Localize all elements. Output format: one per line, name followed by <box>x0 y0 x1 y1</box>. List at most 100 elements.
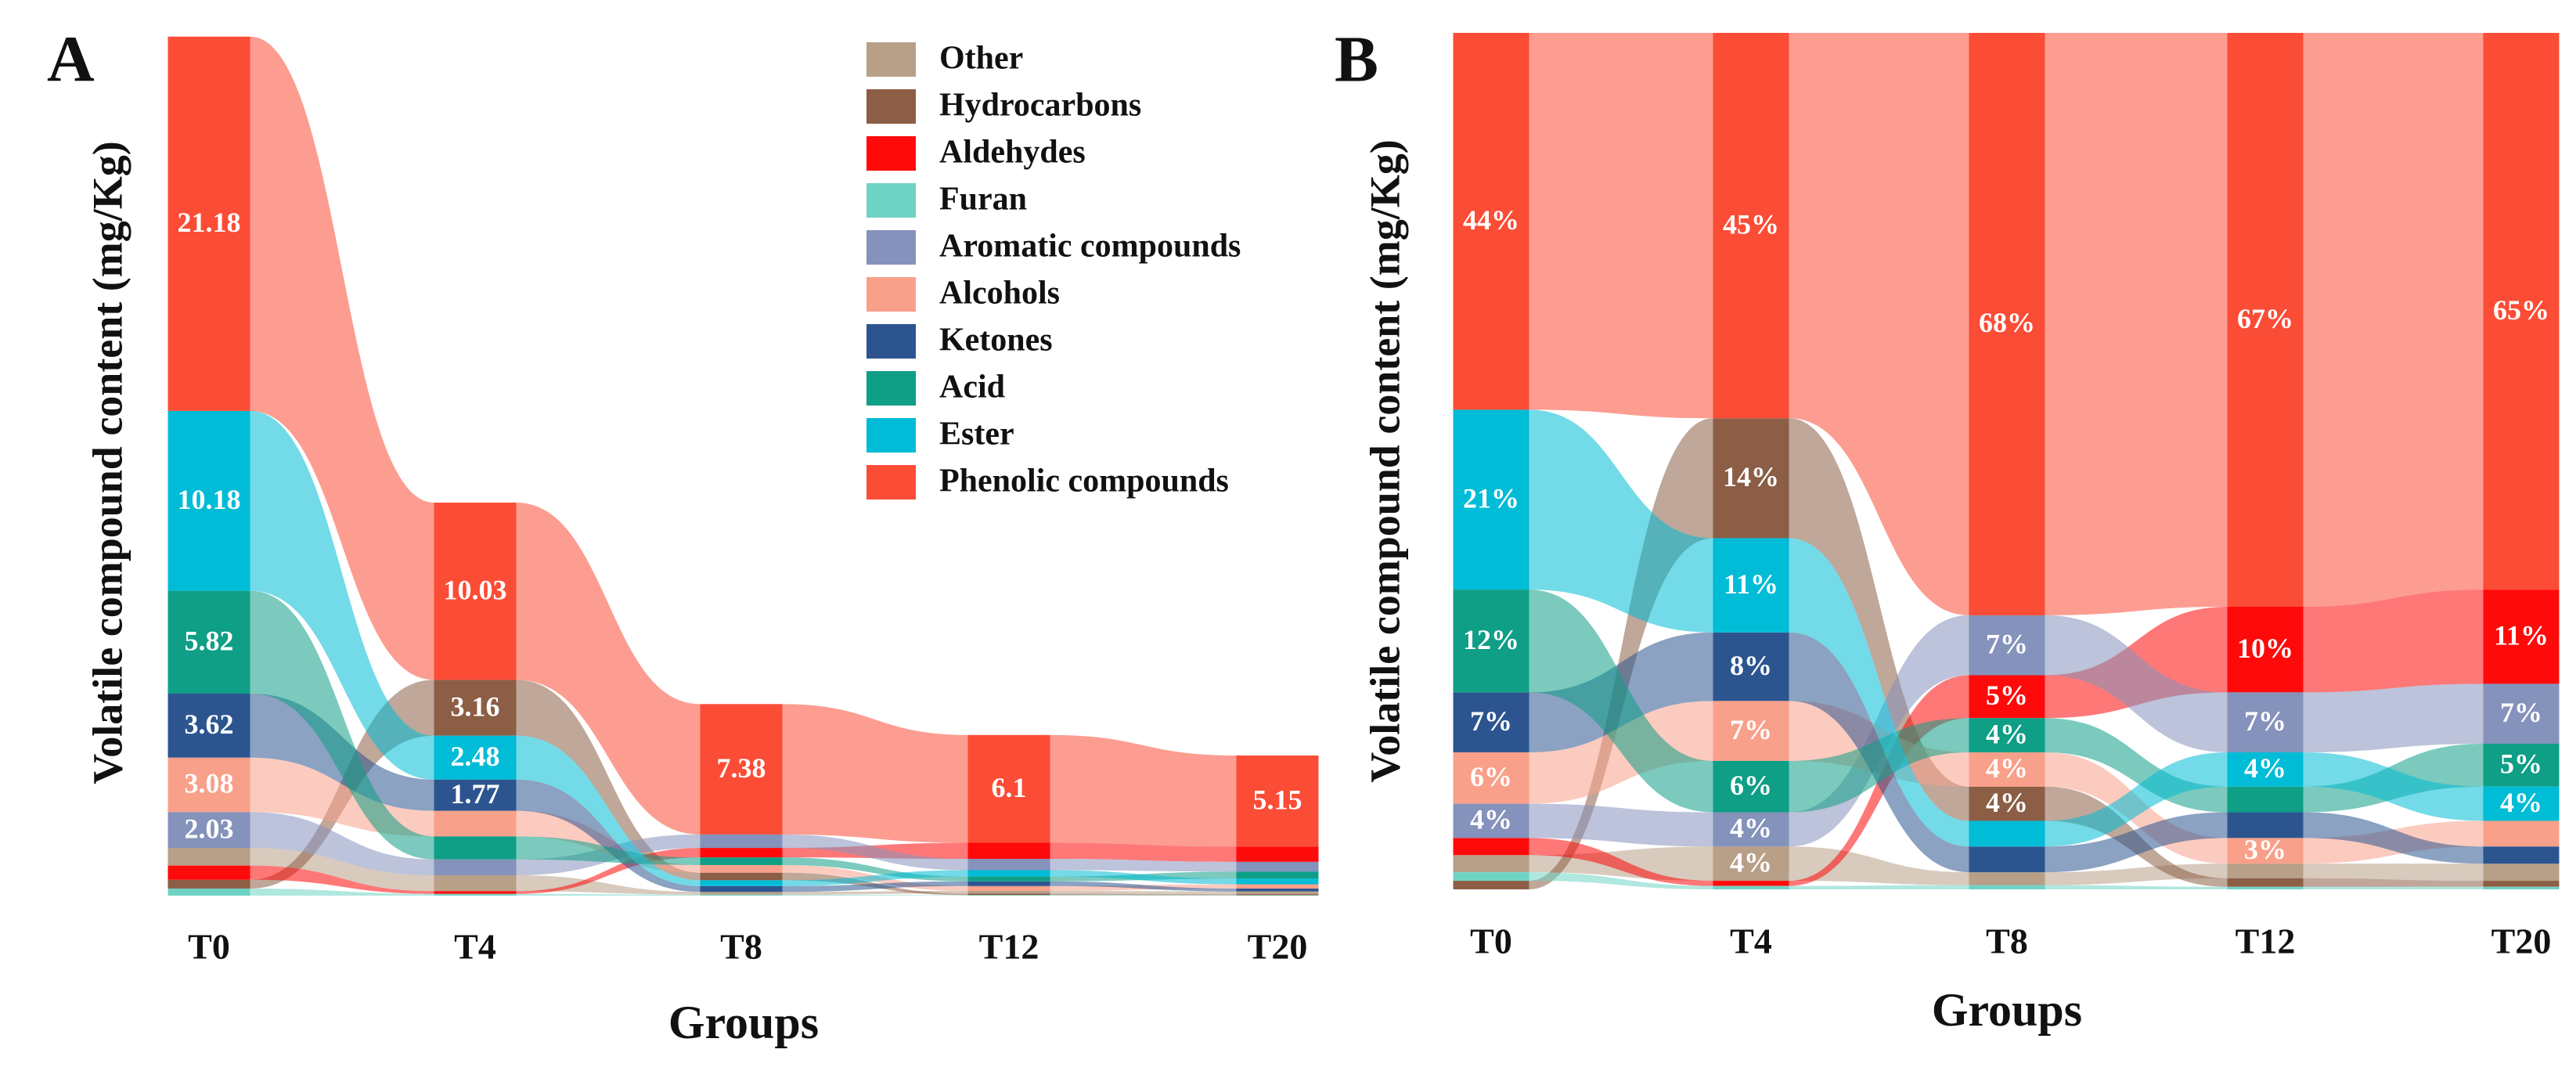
data-label: 7.38 <box>717 752 766 784</box>
flow <box>1789 33 1969 615</box>
bar-segment <box>700 885 783 892</box>
bar-segment <box>1453 752 1529 804</box>
data-label: 4% <box>2244 752 2286 784</box>
bar-segment <box>967 893 1050 896</box>
data-label: 6% <box>1470 761 1512 792</box>
flow <box>2303 752 2484 821</box>
bar-segment <box>2483 886 2560 889</box>
data-label: 8% <box>1730 650 1772 681</box>
data-label: 10.18 <box>178 484 241 515</box>
flow <box>250 590 434 860</box>
data-label: 4% <box>1730 846 1772 878</box>
flow <box>782 834 968 871</box>
bar-segment <box>2227 692 2304 752</box>
data-label: 6% <box>1730 770 1772 801</box>
bar-segment <box>700 704 783 835</box>
flow <box>1529 590 1713 813</box>
legend-swatch <box>866 277 916 312</box>
data-label: 44% <box>1463 204 1519 236</box>
flow <box>2303 683 2484 752</box>
flow <box>516 779 701 892</box>
legend-swatch <box>866 183 916 218</box>
data-label: 21% <box>1463 482 1519 514</box>
bar-segment <box>967 885 1050 891</box>
flow <box>1529 33 1713 419</box>
flow <box>516 680 701 881</box>
bar-segment <box>967 895 1050 896</box>
bar-segment <box>967 870 1050 877</box>
flow <box>516 836 701 865</box>
y-axis-label: Volatile compound content (mg/Kg) <box>1361 139 1408 783</box>
flow <box>1529 872 1713 889</box>
data-label: 1.77 <box>451 778 500 810</box>
data-label: 3.08 <box>185 768 234 799</box>
flow <box>2045 885 2228 889</box>
flow <box>782 881 968 892</box>
flow <box>782 870 968 886</box>
bar-segment <box>434 680 517 736</box>
data-label: 67% <box>2237 303 2293 334</box>
x-tick-label: T8 <box>720 927 762 967</box>
bar-segment <box>1236 846 1319 862</box>
bar-segment <box>1453 33 1529 410</box>
bar-segment <box>434 875 517 892</box>
flow <box>516 503 701 835</box>
data-label: 14% <box>1723 461 1779 492</box>
bar-segment <box>967 734 1050 843</box>
data-label: 21.18 <box>178 207 241 238</box>
bar-segment <box>2227 786 2304 813</box>
flows <box>250 36 1237 896</box>
bar-segment <box>1713 33 1789 419</box>
flow <box>1050 893 1237 896</box>
data-label: 45% <box>1723 208 1779 240</box>
data-label: 12% <box>1463 624 1519 655</box>
legend-label: Hydrocarbons <box>939 88 1141 124</box>
flow <box>782 894 968 896</box>
legend-label: Aldehydes <box>939 135 1086 171</box>
bar-segment <box>967 842 1050 860</box>
bar-segment <box>2227 752 2304 787</box>
data-label: 7% <box>1986 628 2028 659</box>
flow <box>2303 590 2484 693</box>
bar-segment <box>434 859 517 876</box>
bar-segment <box>2227 864 2304 878</box>
bar-segment <box>2483 683 2560 745</box>
bar-segment <box>434 891 517 894</box>
flow <box>1789 418 1969 821</box>
flow <box>250 888 434 896</box>
bar-segment <box>1969 752 2045 787</box>
bar-segment <box>1713 760 1789 813</box>
data-label: 5.82 <box>185 626 234 657</box>
bar-segment <box>1453 872 1529 882</box>
data-label: 2.48 <box>451 741 500 772</box>
flow <box>1050 734 1237 847</box>
bar-segment <box>434 503 517 680</box>
bar-segment <box>2483 33 2560 590</box>
flow <box>250 865 434 894</box>
legend-swatch <box>866 465 916 499</box>
data-label: 4% <box>2500 787 2542 818</box>
data-label: 11% <box>2494 620 2549 651</box>
data-label: 5% <box>2500 748 2542 780</box>
legend-swatch <box>866 89 916 124</box>
flow <box>2303 864 2484 882</box>
flow <box>2045 752 2228 847</box>
flow <box>250 812 434 876</box>
flow <box>1789 846 1969 885</box>
bar-segment <box>700 894 783 896</box>
bar-segment <box>434 893 517 896</box>
bar-segment <box>2227 33 2304 607</box>
bar-segment <box>967 881 1050 886</box>
bar-segment <box>1453 692 1529 752</box>
bar-segment <box>1713 418 1789 539</box>
bar-segment <box>700 872 783 881</box>
data-label: 7% <box>1730 714 1772 745</box>
bar-segment <box>1969 846 2045 873</box>
bar-segment <box>1969 675 2045 719</box>
bar-segment <box>1713 881 1789 886</box>
flow <box>1050 859 1237 872</box>
bar-segment <box>1453 881 1529 889</box>
data-label: 4% <box>1986 752 2028 784</box>
bar-segment <box>1453 409 1529 590</box>
y-axis-label: Volatile compound content (mg/Kg) <box>84 141 131 784</box>
